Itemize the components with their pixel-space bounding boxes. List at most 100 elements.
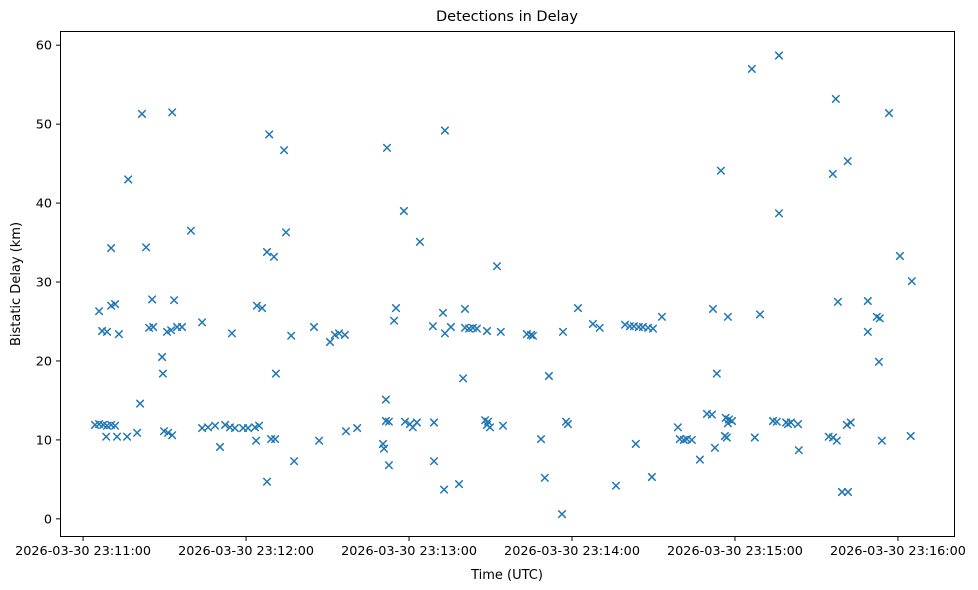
data-point: [271, 369, 280, 378]
data-point: [440, 329, 449, 338]
data-point: [884, 109, 894, 118]
data-point: [159, 427, 169, 436]
data-point: [485, 423, 495, 432]
data-point: [774, 51, 784, 60]
data-point: [149, 322, 158, 332]
plot-frame: [60, 31, 955, 537]
data-point: [428, 322, 437, 331]
data-point: [846, 418, 855, 427]
data-point: [382, 143, 392, 152]
data-point: [158, 369, 167, 378]
x-tick-label: 2026-03-30 23:11:00: [15, 544, 151, 559]
data-point: [230, 424, 239, 433]
data-point: [211, 421, 220, 430]
data-point: [341, 427, 351, 436]
data-point: [384, 417, 393, 426]
data-point: [786, 418, 795, 427]
data-point: [831, 94, 840, 103]
data-point: [528, 331, 537, 340]
data-point: [112, 432, 122, 441]
data-point: [750, 433, 759, 442]
data-point: [227, 329, 236, 338]
data-point: [631, 439, 640, 448]
data-point: [399, 206, 408, 216]
y-tick-label: 40: [36, 197, 52, 212]
data-point: [315, 436, 324, 445]
data-point: [158, 352, 167, 362]
data-point: [573, 304, 583, 313]
data-point: [102, 327, 112, 336]
data-point: [707, 410, 716, 419]
data-points: [90, 51, 916, 519]
data-point: [772, 417, 781, 426]
data-point: [723, 312, 732, 321]
chart-title: Detections in Delay: [436, 9, 578, 25]
data-point: [186, 226, 195, 235]
data-point: [454, 480, 464, 489]
data-point: [265, 130, 274, 139]
data-point: [390, 316, 399, 325]
data-point: [906, 431, 915, 441]
data-point: [440, 485, 449, 494]
data-point: [243, 424, 253, 433]
data-point: [400, 417, 410, 426]
data-point: [269, 252, 279, 261]
data-point: [215, 442, 225, 452]
axis-ticks: 2026-03-30 23:11:00 2026-03-30 23:12:00 20…: [15, 39, 966, 559]
data-point: [557, 510, 567, 519]
data-point: [137, 109, 147, 118]
data-point: [657, 312, 666, 321]
data-point: [164, 428, 173, 437]
x-tick-label: 2026-03-30 23:15:00: [667, 544, 803, 559]
data-point: [877, 436, 886, 445]
data-point: [107, 244, 116, 253]
data-point: [252, 301, 261, 310]
data-point: [384, 461, 393, 470]
y-tick-label: 50: [36, 118, 52, 133]
data-point: [440, 126, 449, 135]
data-point: [102, 432, 111, 441]
y-tick-label: 20: [36, 354, 52, 369]
data-point: [843, 487, 853, 497]
data-point: [895, 251, 904, 261]
x-axis-label: Time (UTC): [470, 568, 543, 583]
data-point: [648, 324, 658, 333]
data-point: [429, 418, 439, 427]
data-point: [391, 304, 401, 313]
data-point: [167, 326, 176, 335]
data-point: [907, 277, 916, 286]
data-point: [95, 307, 104, 316]
data-point: [673, 423, 682, 432]
data-point: [107, 301, 116, 310]
data-point: [832, 436, 841, 445]
data-point: [833, 297, 842, 306]
data-point: [170, 296, 179, 305]
x-tick-label: 2026-03-30 23:16:00: [830, 544, 966, 559]
data-point: [843, 157, 852, 166]
data-point: [695, 455, 704, 464]
data-point: [842, 420, 851, 429]
data-point: [755, 310, 765, 319]
data-point: [563, 420, 572, 429]
data-point: [412, 418, 421, 427]
data-point: [526, 330, 536, 339]
data-point: [255, 421, 264, 430]
data-point: [168, 431, 177, 440]
data-point: [281, 228, 291, 237]
data-point: [496, 327, 505, 336]
data-point: [793, 420, 803, 429]
data-point: [340, 330, 349, 339]
data-point: [114, 330, 123, 339]
data-point: [647, 472, 656, 482]
data-point: [123, 432, 132, 441]
data-point: [498, 421, 508, 430]
data-point: [250, 423, 260, 432]
data-point: [438, 308, 448, 317]
data-point: [353, 424, 362, 433]
data-point: [168, 108, 177, 117]
data-point: [290, 457, 299, 466]
data-point: [148, 295, 157, 304]
